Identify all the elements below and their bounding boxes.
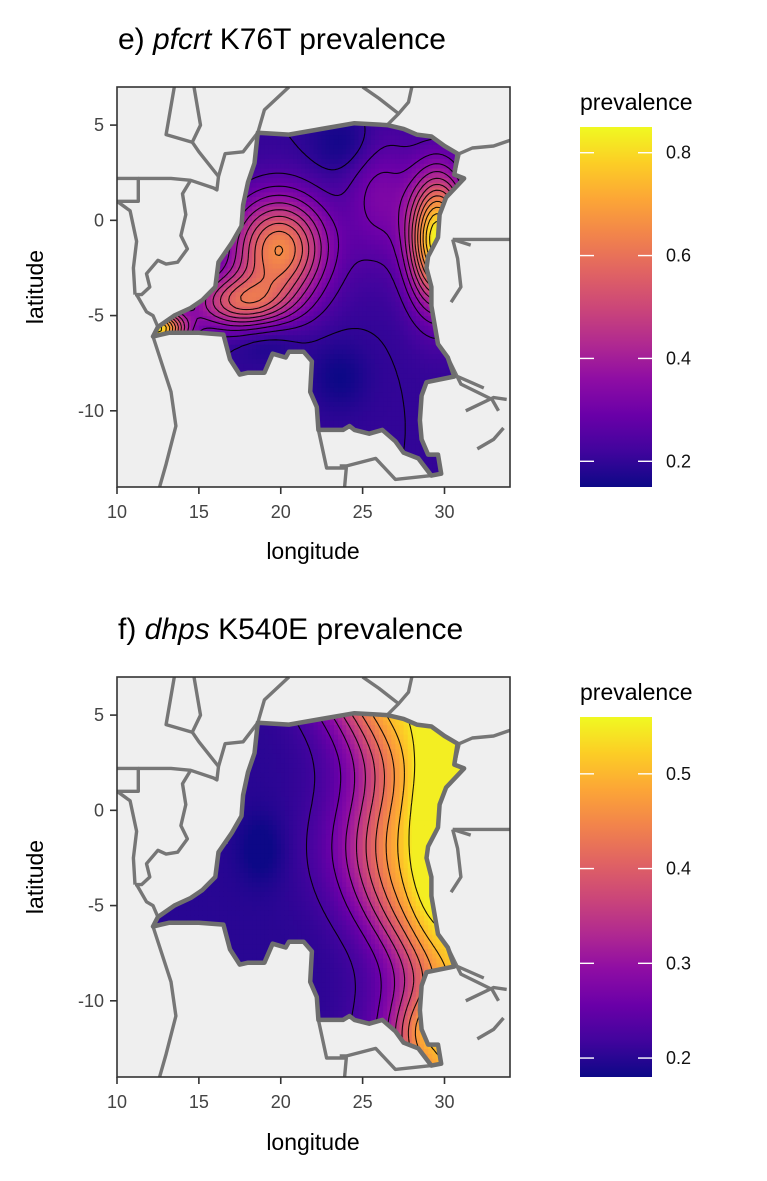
country-border	[135, 769, 193, 887]
country-border	[449, 238, 463, 304]
panel-e: e) pfcrt K76T prevalence 10 15 20 25 30 5 0 -5…	[22, 23, 693, 564]
country-border	[456, 374, 485, 390]
colorbar-tick-label: 0.4	[666, 859, 691, 879]
y-tick-label: 0	[94, 800, 104, 820]
drc-border	[150, 120, 467, 478]
country-borders	[117, 677, 510, 1077]
x-tick-label: 20	[271, 502, 291, 522]
country-border	[117, 766, 141, 793]
country-border	[476, 1016, 505, 1041]
country-border	[135, 883, 160, 918]
drc-border	[150, 710, 467, 1068]
country-border	[456, 964, 485, 980]
y-tick-label: 5	[94, 115, 104, 135]
x-axis: 10 15 20 25 30	[107, 487, 455, 522]
country-border	[135, 179, 193, 297]
colorbar-tick-label: 0.5	[666, 764, 691, 784]
x-tick-label: 30	[434, 502, 454, 522]
country-border	[449, 828, 463, 894]
colorbar-tick-label: 0.8	[666, 143, 691, 163]
colorbar-tick-label: 0.2	[666, 451, 691, 471]
legend-title: prevalence	[580, 89, 693, 115]
x-axis: 10 15 20 25 30	[107, 1077, 455, 1112]
country-border	[385, 677, 414, 717]
country-border	[164, 87, 193, 144]
country-border	[117, 789, 139, 885]
x-tick-label: 15	[189, 1092, 209, 1112]
country-border	[256, 87, 291, 134]
country-border	[256, 677, 291, 724]
y-axis-title: latitude	[22, 840, 48, 914]
colorbar: 0.2 0.4 0.6 0.8	[580, 127, 691, 487]
country-border	[117, 199, 139, 295]
country-border	[164, 677, 193, 734]
x-tick-label: 10	[107, 502, 127, 522]
country-borders	[117, 87, 510, 487]
x-tick-label: 25	[353, 1092, 373, 1112]
contour-line	[340, 713, 416, 1066]
country-border	[452, 827, 472, 837]
y-tick-label: 0	[94, 210, 104, 230]
colorbar-tick-label: 0.6	[666, 246, 691, 266]
x-axis-title: longitude	[266, 538, 359, 564]
plot-frame	[116, 676, 511, 1078]
y-tick-label: -10	[78, 401, 104, 421]
chart-title: e) pfcrt K76T prevalence	[118, 23, 446, 56]
contour-line	[153, 183, 463, 346]
y-tick-label: -10	[78, 991, 104, 1011]
country-border	[316, 1019, 348, 1077]
x-tick-label: 10	[107, 1092, 127, 1112]
colorbar-tick-label: 0.4	[666, 348, 691, 368]
chart-title: f) dhps K540E prevalence	[118, 613, 463, 646]
country-border	[361, 677, 400, 706]
x-axis-title: longitude	[266, 1129, 359, 1155]
country-border	[151, 335, 178, 487]
country-border	[385, 87, 414, 127]
country-border	[117, 176, 141, 204]
y-axis: 5 0 -5 -10	[78, 115, 117, 421]
map-plot	[116, 86, 511, 488]
x-tick-label: 30	[434, 1092, 454, 1112]
plot-frame	[116, 86, 511, 488]
colorbar-gradient	[580, 127, 652, 487]
country-border	[138, 131, 260, 192]
country-border	[138, 721, 260, 782]
colorbar-gradient	[580, 717, 652, 1077]
legend-title: prevalence	[580, 679, 693, 705]
country-border	[361, 87, 400, 116]
y-tick-label: -5	[88, 896, 104, 916]
map-plot	[116, 676, 511, 1078]
x-tick-label: 25	[353, 502, 373, 522]
x-tick-label: 15	[189, 502, 209, 522]
country-border	[316, 429, 348, 487]
country-border	[465, 395, 507, 413]
y-axis: 5 0 -5 -10	[78, 705, 117, 1011]
country-border	[476, 426, 505, 451]
colorbar-tick-label: 0.3	[666, 953, 691, 973]
y-axis-title: latitude	[22, 250, 48, 324]
y-tick-label: 5	[94, 705, 104, 725]
country-border	[465, 985, 507, 1003]
y-tick-label: -5	[88, 306, 104, 326]
colorbar-tick-label: 0.2	[666, 1048, 691, 1068]
x-tick-label: 20	[271, 1092, 291, 1112]
country-border	[151, 925, 178, 1077]
country-border	[452, 237, 472, 247]
colorbar: 0.2 0.3 0.4 0.5	[580, 717, 691, 1077]
panel-f: f) dhps K540E prevalence 10 15 20 25 30 5 0 -5…	[22, 613, 693, 1155]
country-border	[135, 293, 160, 328]
